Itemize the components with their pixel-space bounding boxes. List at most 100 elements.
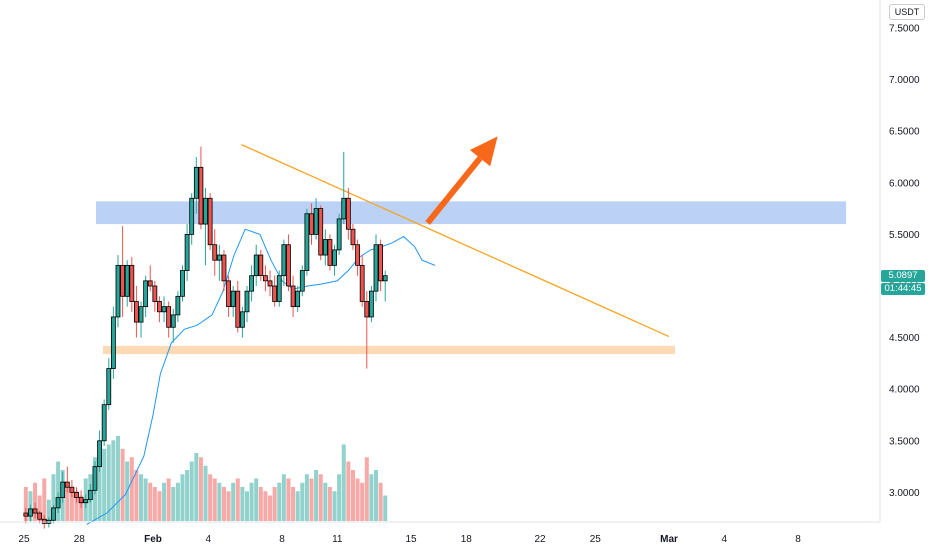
candle bbox=[258, 249, 264, 281]
candle bbox=[115, 255, 121, 328]
volume-bar bbox=[226, 491, 231, 521]
moving-average-line bbox=[86, 228, 436, 525]
candle bbox=[295, 286, 301, 312]
resistance-zone bbox=[96, 201, 846, 225]
candle-body bbox=[41, 518, 47, 524]
candle bbox=[230, 286, 236, 317]
candle-body bbox=[184, 233, 190, 271]
candle bbox=[69, 480, 75, 498]
candle-body bbox=[152, 285, 158, 302]
volume-bar bbox=[212, 478, 217, 521]
volume-bar bbox=[79, 495, 84, 521]
volume-bar bbox=[166, 478, 171, 521]
volume-bar bbox=[309, 478, 314, 521]
candle-body bbox=[92, 466, 98, 491]
candle bbox=[373, 234, 379, 302]
candle-body bbox=[32, 508, 38, 514]
time-tick-label: 25 bbox=[18, 534, 30, 545]
volume-bar bbox=[240, 487, 245, 521]
volume-bar bbox=[208, 474, 213, 521]
volume-bar bbox=[304, 474, 309, 521]
candle bbox=[134, 286, 139, 338]
volume-bar bbox=[355, 478, 360, 521]
volume-bar bbox=[364, 457, 369, 521]
candle-body bbox=[216, 254, 222, 261]
candle-body bbox=[37, 512, 43, 520]
candle-body bbox=[239, 311, 245, 328]
volume-bar bbox=[217, 482, 222, 521]
price-tick-label: 6.0000 bbox=[889, 178, 920, 189]
candle bbox=[106, 358, 112, 410]
volume-bar bbox=[152, 487, 157, 521]
candle-body bbox=[28, 508, 33, 517]
candle bbox=[110, 306, 116, 379]
candle bbox=[359, 255, 365, 307]
candle-body bbox=[64, 481, 70, 488]
candle bbox=[143, 275, 149, 317]
candle-body bbox=[276, 275, 282, 302]
candle-body bbox=[299, 270, 305, 292]
candle-body bbox=[322, 239, 328, 256]
candle bbox=[244, 286, 250, 323]
candle-body bbox=[157, 301, 162, 313]
candle bbox=[55, 492, 61, 514]
candle bbox=[207, 193, 213, 250]
candle bbox=[378, 239, 384, 292]
time-tick-label: 11 bbox=[332, 534, 343, 545]
time-tick-label: 4 bbox=[206, 534, 212, 545]
volume-bar bbox=[198, 457, 203, 521]
candle-body bbox=[258, 254, 264, 277]
candle-body bbox=[83, 499, 89, 504]
candle bbox=[212, 229, 218, 276]
last-price-tag: 5.0897 bbox=[881, 270, 925, 282]
time-tick-label: 28 bbox=[74, 534, 86, 545]
candle-body bbox=[124, 264, 130, 297]
volume-bar bbox=[263, 491, 268, 521]
candle bbox=[83, 494, 89, 508]
candle-body bbox=[332, 249, 337, 266]
candle-body bbox=[267, 280, 273, 287]
candle-body bbox=[230, 290, 236, 308]
candle bbox=[332, 244, 337, 276]
candle bbox=[180, 265, 185, 302]
candle bbox=[78, 490, 84, 508]
candle-body bbox=[166, 306, 172, 328]
time-tick-label: 22 bbox=[534, 534, 546, 545]
price-tick-label: 6.5000 bbox=[889, 127, 920, 138]
volume-bar bbox=[51, 474, 56, 521]
candle bbox=[286, 234, 291, 292]
candle-body bbox=[286, 244, 291, 287]
candle bbox=[23, 507, 29, 524]
candle bbox=[161, 296, 167, 323]
volume-bar bbox=[74, 491, 79, 521]
volume-bar bbox=[231, 482, 236, 521]
candle-body bbox=[309, 213, 314, 235]
candle bbox=[299, 265, 305, 297]
volume-bar bbox=[337, 474, 342, 521]
candle bbox=[276, 270, 282, 307]
candle bbox=[239, 306, 245, 338]
candle-body bbox=[212, 244, 218, 261]
volume-bar bbox=[346, 461, 351, 521]
candle-body bbox=[189, 197, 195, 235]
time-axis[interactable]: 25 28 Feb 4 8 11 15 18 22 25 Mar 4 8 bbox=[18, 534, 801, 545]
volume-bar bbox=[33, 482, 38, 521]
candle-body bbox=[244, 290, 250, 313]
volume-bar bbox=[120, 448, 125, 521]
candle-body bbox=[336, 218, 342, 251]
candle-body bbox=[235, 290, 241, 328]
currency-badge[interactable]: USDT bbox=[889, 4, 925, 20]
candle-body bbox=[341, 197, 347, 220]
price-axis[interactable]: 7.50007.00006.50006.00005.50005.00004.50… bbox=[889, 24, 920, 499]
candle bbox=[382, 270, 388, 302]
price-tick-label: 3.5000 bbox=[889, 436, 920, 447]
descending-trendline[interactable] bbox=[241, 144, 670, 338]
volume-bar bbox=[350, 470, 355, 521]
candle-body bbox=[327, 239, 333, 266]
price-tick-label: 4.0000 bbox=[889, 385, 920, 396]
candle bbox=[198, 146, 204, 230]
time-tick-label: 18 bbox=[461, 534, 473, 545]
candle bbox=[92, 461, 98, 495]
candle bbox=[175, 291, 181, 323]
